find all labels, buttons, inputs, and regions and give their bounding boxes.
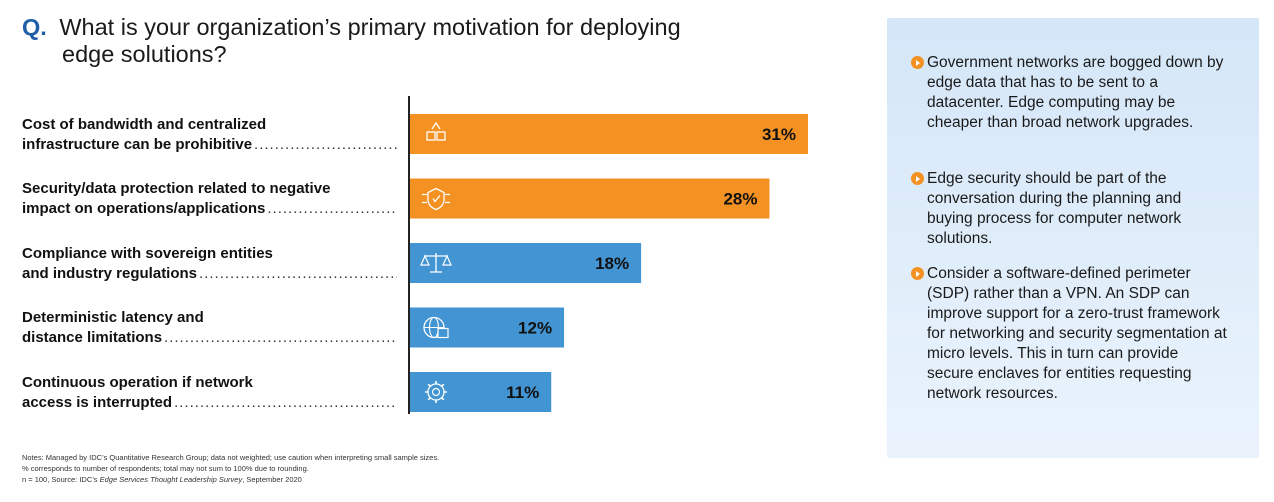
category-label-3: Deterministic latency and distance limit… [22, 308, 397, 348]
bar-value-label-4: 11% [506, 383, 539, 402]
category-label-1-line1: Security/data protection related to nega… [22, 180, 331, 197]
insight-text-1: Edge security should be part of the conv… [927, 170, 1182, 247]
question-text: What is your organization’s primary moti… [59, 14, 681, 67]
shield-circuit-icon [422, 187, 450, 211]
category-label-0: Cost of bandwidth and centralized infras… [22, 115, 397, 155]
globe-server-icon [423, 316, 449, 339]
category-label-1: Security/data protection related to nega… [22, 179, 397, 219]
leader-dots: ........................................… [199, 265, 397, 282]
leader-dots: ........................................… [174, 394, 397, 411]
play-bullet-icon [911, 172, 924, 185]
bar-value-label-3: 12% [518, 319, 552, 338]
insight-text-2: Consider a software-defined perimeter (S… [927, 265, 1227, 402]
bar-chart: 31% 28% 18% 12% 11% [410, 114, 808, 412]
category-label-4: Continuous operation if network access i… [22, 373, 397, 413]
question-heading: Q. What is your organization’s primary m… [22, 14, 722, 68]
leader-dots: ........................................… [254, 136, 397, 153]
category-label-4-line1: Continuous operation if network [22, 374, 253, 391]
insight-text-0: Government networks are bogged down by e… [927, 54, 1224, 131]
bar-value-label-0: 31% [762, 125, 796, 144]
category-label-2: Compliance with sovereign entities and i… [22, 244, 397, 284]
play-bullet-icon [911, 56, 924, 69]
bar-2 [410, 243, 642, 283]
category-label-2-line1: Compliance with sovereign entities [22, 245, 273, 262]
leader-dots: ........................................… [267, 200, 397, 217]
play-bullet-icon [911, 267, 924, 280]
insight-item-2: Consider a software-defined perimeter (S… [911, 264, 1227, 404]
category-label-3-line1: Deterministic latency and [22, 309, 204, 326]
bar-value-label-2: 18% [595, 254, 629, 273]
insight-item-0: Government networks are bogged down by e… [911, 53, 1227, 133]
insights-sidebar: Government networks are bogged down by e… [887, 18, 1259, 458]
category-label-4-line2: access is interrupted [22, 394, 173, 411]
category-label-2-line2: and industry regulations [22, 265, 198, 282]
category-label-1-line2: impact on operations/applications [22, 200, 266, 217]
notes-line-2: % corresponds to number of respondents; … [22, 464, 309, 473]
chart-notes: Notes: Managed by IDC’s Quantitative Res… [22, 452, 439, 485]
question-marker: Q. [22, 14, 47, 40]
notes-survey-name: Edge Services Thought Leadership Survey [99, 475, 243, 484]
scales-icon [420, 253, 452, 273]
notes-line-1: Notes: Managed by IDC’s Quantitative Res… [22, 453, 440, 462]
bar-value-label-1: 28% [723, 190, 757, 209]
bar-0 [410, 114, 808, 154]
category-label-0-line2: infrastructure can be prohibitive [22, 136, 253, 153]
notes-line-3-prefix: n = 100, Source: IDC’s [22, 475, 100, 484]
bar-1 [410, 178, 770, 219]
leader-dots: ........................................… [164, 329, 397, 346]
category-label-3-line2: distance limitations [22, 329, 163, 346]
gear-network-icon [425, 381, 447, 403]
bandwidth-icon [426, 121, 446, 141]
notes-line-3-suffix: , September 2020 [242, 475, 302, 484]
notes-line-3: n = 100, Source: IDC’s Edge Services Tho… [22, 474, 439, 485]
category-label-0-line1: Cost of bandwidth and centralized [22, 116, 267, 133]
insight-item-1: Edge security should be part of the conv… [911, 169, 1227, 249]
bar-4 [410, 372, 552, 412]
category-axis-line [408, 96, 410, 414]
